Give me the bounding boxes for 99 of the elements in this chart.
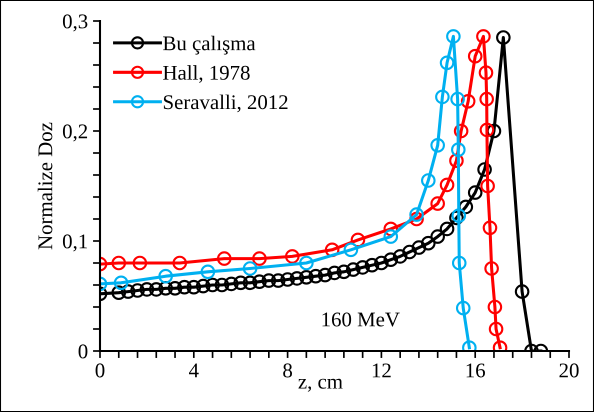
point	[242, 261, 258, 276]
point	[480, 122, 494, 138]
point	[350, 232, 366, 248]
point	[344, 242, 358, 258]
point	[446, 29, 461, 44]
point	[327, 266, 342, 280]
point	[355, 260, 370, 275]
point	[177, 280, 192, 294]
point	[450, 92, 465, 106]
point	[460, 94, 476, 109]
x-tick-label: 8	[283, 363, 292, 378]
point	[421, 236, 436, 250]
point	[392, 249, 408, 264]
point	[111, 256, 126, 270]
point	[488, 322, 504, 336]
point	[364, 258, 380, 272]
point	[430, 229, 445, 244]
point	[158, 281, 173, 296]
point	[488, 300, 502, 314]
point	[242, 276, 258, 290]
x-tick-label: 0	[96, 363, 104, 378]
y-tick-label: 0	[78, 344, 88, 358]
point	[318, 268, 332, 282]
point	[148, 282, 164, 297]
y-tick-label: 0,1	[62, 234, 87, 252]
point	[324, 242, 340, 258]
point	[454, 124, 468, 138]
x-tick-label: 4	[189, 364, 199, 378]
point	[299, 256, 314, 270]
point	[412, 240, 426, 255]
y-tick-label: 0,3	[62, 14, 88, 32]
point	[476, 29, 491, 44]
point	[233, 276, 248, 290]
point	[290, 271, 304, 286]
point	[252, 251, 267, 266]
point	[383, 252, 398, 267]
point	[114, 276, 128, 290]
point	[196, 278, 210, 294]
point	[484, 261, 499, 276]
point	[449, 153, 464, 168]
point	[308, 268, 324, 284]
point	[374, 256, 389, 270]
point	[477, 162, 492, 177]
point	[383, 229, 398, 244]
point	[299, 270, 314, 285]
legend-label: Bu çalışma	[163, 36, 256, 55]
legend-label: Seravalli, 2012	[164, 94, 288, 112]
point	[172, 256, 188, 270]
point	[336, 264, 352, 280]
point	[262, 273, 276, 288]
point	[140, 282, 154, 297]
point	[482, 220, 498, 236]
point	[224, 276, 239, 292]
point	[216, 251, 232, 266]
point	[346, 262, 361, 277]
point	[132, 256, 148, 270]
point	[514, 284, 530, 299]
y-tick-label: 0,2	[62, 124, 88, 142]
point	[451, 142, 466, 157]
point	[402, 244, 417, 260]
point	[440, 222, 454, 236]
x-tick-label: 20	[560, 363, 579, 378]
point	[468, 48, 482, 64]
point	[252, 274, 267, 289]
point	[200, 264, 216, 280]
point	[205, 278, 220, 292]
point	[486, 124, 502, 138]
point	[480, 178, 495, 194]
point	[496, 30, 511, 45]
point	[186, 280, 202, 294]
point	[409, 212, 424, 226]
point	[440, 56, 454, 70]
point	[452, 256, 467, 270]
point	[280, 272, 295, 287]
point	[479, 92, 494, 106]
x-axis-title: z, cm	[298, 378, 343, 392]
point	[458, 200, 474, 214]
point	[409, 207, 424, 222]
point	[168, 281, 182, 296]
point	[478, 65, 494, 80]
point	[430, 196, 445, 211]
point	[270, 273, 286, 288]
point	[158, 268, 173, 284]
x-tick-label: 16	[466, 363, 485, 378]
point	[468, 185, 482, 200]
annotation: 160 MeV	[322, 312, 400, 327]
point	[111, 285, 126, 300]
point	[120, 284, 136, 299]
point	[430, 138, 445, 153]
point	[214, 278, 230, 292]
point	[440, 178, 454, 192]
point	[130, 283, 145, 298]
point	[456, 300, 471, 316]
legend-label: Hall, 1978	[163, 65, 250, 83]
point	[421, 173, 436, 188]
point	[284, 249, 300, 264]
y-axis-title: Normalize Doz	[38, 122, 52, 250]
point	[435, 90, 450, 104]
x-tick-label: 12	[372, 363, 391, 378]
